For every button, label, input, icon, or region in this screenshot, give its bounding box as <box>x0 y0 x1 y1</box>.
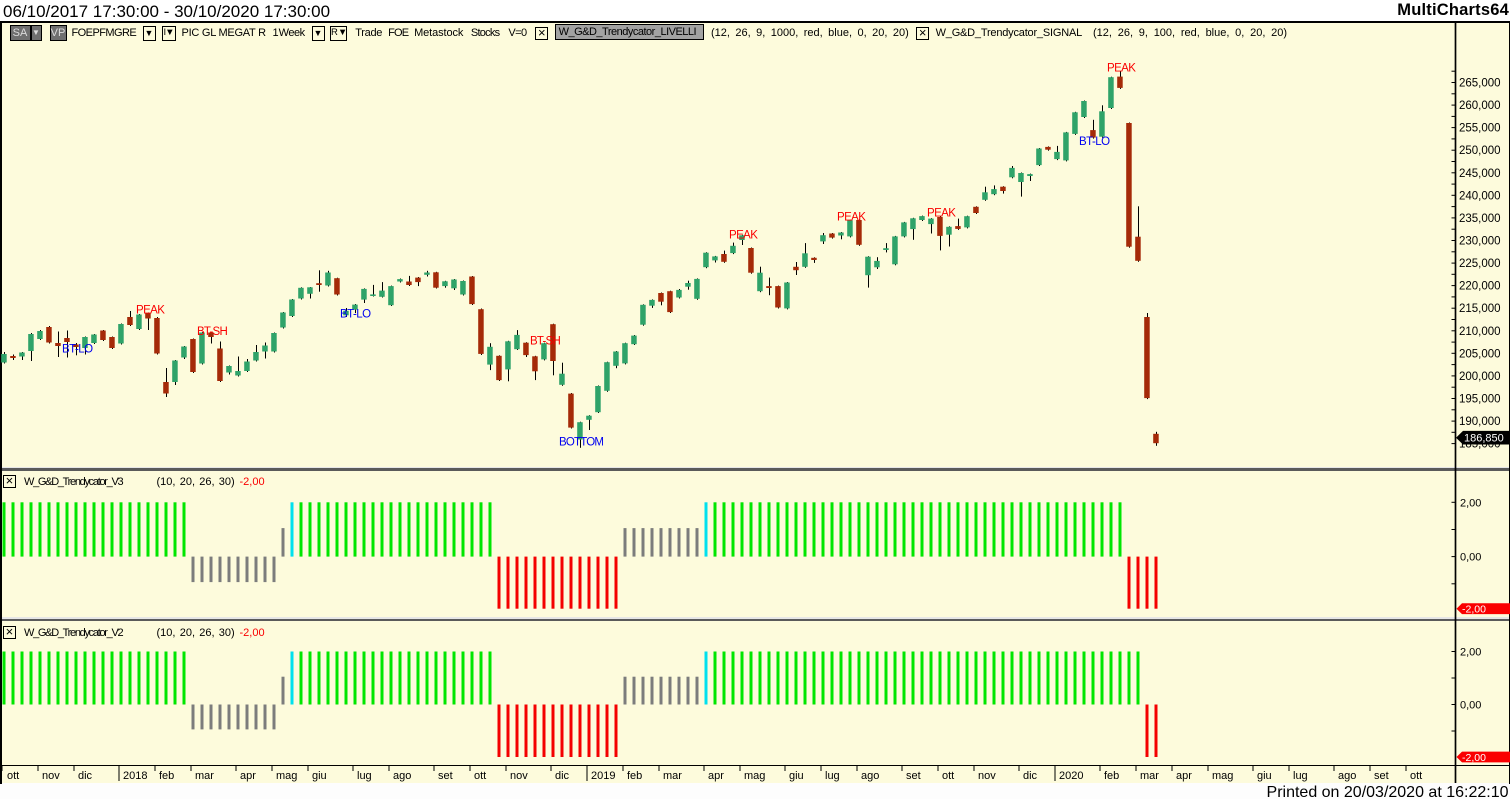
svg-text:nov: nov <box>42 770 60 782</box>
svg-text:mag: mag <box>276 770 297 782</box>
svg-text:mag: mag <box>744 770 765 782</box>
svg-text:ott: ott <box>1410 770 1422 782</box>
svg-text:245,000: 245,000 <box>1459 168 1501 180</box>
svg-text:nov: nov <box>510 770 528 782</box>
svg-text:190,000: 190,000 <box>1459 416 1501 428</box>
svg-text:ott: ott <box>942 770 954 782</box>
svg-text:PEAK: PEAK <box>837 212 866 224</box>
svg-text:set: set <box>906 770 921 782</box>
svg-text:2018: 2018 <box>123 770 147 782</box>
svg-text:255,000: 255,000 <box>1459 123 1501 135</box>
svg-text:0,00: 0,00 <box>1460 552 1481 564</box>
svg-text:250,000: 250,000 <box>1459 145 1501 157</box>
svg-text:ago: ago <box>393 770 411 782</box>
svg-text:ott: ott <box>7 770 19 782</box>
svg-text:240,000: 240,000 <box>1459 190 1501 202</box>
svg-text:ago: ago <box>1338 770 1356 782</box>
svg-text:apr: apr <box>1176 770 1192 782</box>
svg-text:2019: 2019 <box>591 770 615 782</box>
svg-text:dic: dic <box>1023 770 1038 782</box>
svg-text:giu: giu <box>1257 770 1272 782</box>
svg-text:mar: mar <box>195 770 214 782</box>
svg-text:set: set <box>438 770 453 782</box>
svg-text:230,000: 230,000 <box>1459 236 1501 248</box>
svg-text:PEAK: PEAK <box>729 230 758 242</box>
svg-text:195,000: 195,000 <box>1459 394 1501 406</box>
svg-text:apr: apr <box>708 770 724 782</box>
svg-text:set: set <box>1374 770 1389 782</box>
svg-text:215,000: 215,000 <box>1459 303 1501 315</box>
svg-text:205,000: 205,000 <box>1459 348 1501 360</box>
svg-text:mar: mar <box>1140 770 1159 782</box>
svg-text:dic: dic <box>555 770 570 782</box>
svg-text:dic: dic <box>78 770 93 782</box>
svg-text:lug: lug <box>825 770 840 782</box>
svg-text:giu: giu <box>789 770 804 782</box>
svg-text:186,850: 186,850 <box>1464 433 1504 445</box>
svg-text:2020: 2020 <box>1059 770 1083 782</box>
svg-text:2,00: 2,00 <box>1460 647 1481 659</box>
svg-text:0,00: 0,00 <box>1460 700 1481 712</box>
svg-text:nov: nov <box>978 770 996 782</box>
svg-text:BT-LO: BT-LO <box>62 344 93 356</box>
svg-text:PEAK: PEAK <box>1107 63 1136 75</box>
svg-text:BT-LO: BT-LO <box>1079 136 1110 148</box>
svg-text:BT-SH: BT-SH <box>197 326 227 338</box>
svg-text:lug: lug <box>357 770 372 782</box>
svg-text:PEAK: PEAK <box>136 305 165 317</box>
svg-text:apr: apr <box>240 770 256 782</box>
svg-text:ott: ott <box>474 770 486 782</box>
svg-text:-2,00: -2,00 <box>1462 752 1486 764</box>
svg-text:BT-SH: BT-SH <box>530 336 560 348</box>
svg-text:ago: ago <box>861 770 879 782</box>
svg-text:265,000: 265,000 <box>1459 78 1501 90</box>
svg-text:feb: feb <box>1104 770 1119 782</box>
svg-text:235,000: 235,000 <box>1459 213 1501 225</box>
svg-text:BOTTOM: BOTTOM <box>559 437 603 449</box>
svg-text:BT-LO: BT-LO <box>340 309 371 321</box>
svg-text:feb: feb <box>627 770 642 782</box>
svg-text:220,000: 220,000 <box>1459 281 1501 293</box>
svg-text:lug: lug <box>1293 770 1308 782</box>
svg-text:2,00: 2,00 <box>1460 497 1481 509</box>
svg-text:-2,00: -2,00 <box>1462 604 1486 616</box>
svg-text:feb: feb <box>159 770 174 782</box>
svg-text:PEAK: PEAK <box>927 208 956 220</box>
svg-text:mar: mar <box>663 770 682 782</box>
svg-text:giu: giu <box>312 770 327 782</box>
svg-text:210,000: 210,000 <box>1459 326 1501 338</box>
svg-text:200,000: 200,000 <box>1459 371 1501 383</box>
svg-text:mag: mag <box>1212 770 1233 782</box>
svg-text:225,000: 225,000 <box>1459 258 1501 270</box>
svg-text:260,000: 260,000 <box>1459 100 1501 112</box>
